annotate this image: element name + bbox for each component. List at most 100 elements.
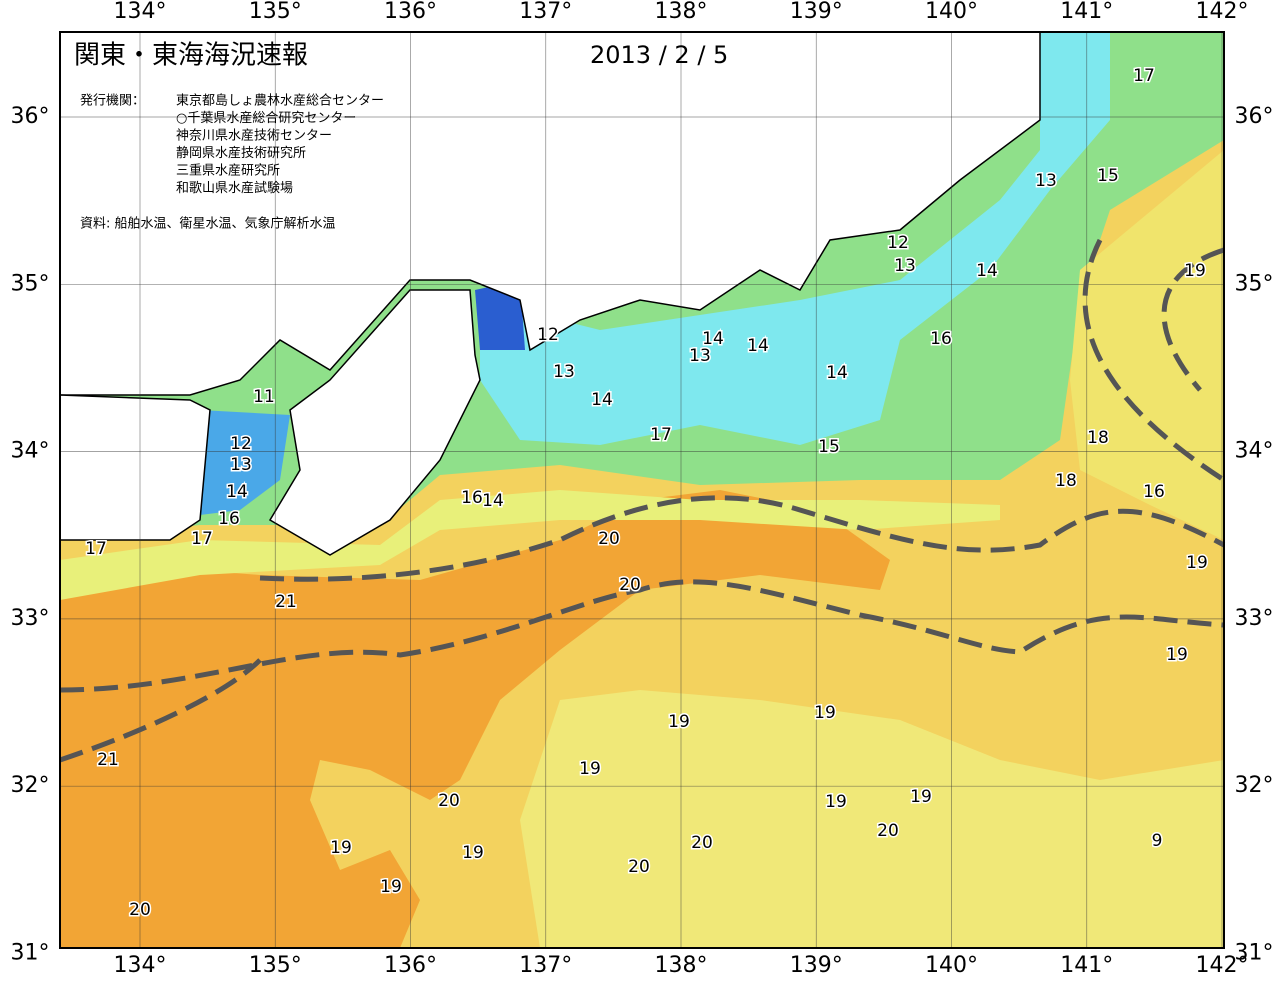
lon-label-bottom: 141°	[1060, 953, 1113, 978]
graticule	[60, 32, 1224, 948]
contour-label: 12	[887, 233, 909, 253]
agency: 静岡県水産技術研究所	[176, 145, 306, 161]
lat-label-left: 34°	[11, 439, 50, 464]
contour-label: 9	[1152, 831, 1163, 851]
zone-12-13	[200, 410, 290, 515]
contour-label: 11	[253, 387, 275, 407]
contour-label: 20	[129, 900, 151, 920]
data-source: 資料: 船舶水温、衛星水温、気象庁解析水温	[80, 216, 336, 232]
zone-20	[60, 490, 890, 948]
contour-label: 19	[579, 759, 601, 779]
lon-label-bottom: 139°	[790, 953, 843, 978]
contour-label: 14	[591, 390, 613, 410]
contour-label: 16	[930, 329, 952, 349]
agency: 和歌山県水産試験場	[176, 180, 293, 196]
contour-label: 19	[668, 712, 690, 732]
map-date: 2013 / 2 / 5	[590, 41, 728, 69]
contour-label: 15	[818, 437, 840, 457]
contour-label: 14	[747, 336, 769, 356]
agency: 神奈川県水産技術センター	[176, 128, 332, 144]
contour-label: 14	[826, 363, 848, 383]
lon-label-bottom: 140°	[925, 953, 978, 978]
contour-label: 20	[438, 791, 460, 811]
map-frame	[59, 31, 1225, 949]
contour-label: 19	[330, 838, 352, 858]
contour-label: 19	[814, 703, 836, 723]
contour-label: 17	[85, 539, 107, 559]
land	[59, 31, 1041, 396]
contour-label: 14	[702, 329, 724, 349]
kuroshio-axis-south	[59, 579, 1225, 693]
lon-label-top: 138°	[655, 0, 708, 24]
land-kii	[59, 394, 211, 541]
lat-label-right: 33°	[1235, 606, 1274, 631]
lon-label-bottom: 142°	[1196, 953, 1249, 978]
contour-label: 19	[1186, 553, 1208, 573]
agency: 東京都島しょ農林水産総合センター	[176, 93, 384, 109]
contour-label: 16	[461, 488, 483, 508]
contour-label: 13	[894, 256, 916, 276]
contour-label: 12	[230, 434, 252, 454]
contour-label: 19	[1184, 261, 1206, 281]
lon-label-bottom: 136°	[384, 953, 437, 978]
lat-label-right: 35°	[1235, 271, 1274, 296]
lon-label-top: 139°	[790, 0, 843, 24]
contour-label: 16	[1143, 482, 1165, 502]
contour-label: 16	[218, 509, 240, 529]
agency: 三重県水産研究所	[176, 163, 280, 179]
contour-label: 21	[275, 592, 297, 612]
contour-label: 19	[462, 843, 484, 863]
contour-label: 21	[97, 750, 119, 770]
contour-label: 19	[1166, 645, 1188, 665]
contour-label: 14	[482, 491, 504, 511]
contour-label: 13	[230, 455, 252, 475]
lon-label-top: 135°	[249, 0, 302, 24]
kuroshio-axis-north	[59, 238, 1226, 763]
lon-label-top: 136°	[384, 0, 437, 24]
lat-label-left: 36°	[11, 104, 50, 129]
lat-label-left: 35°	[11, 271, 50, 296]
contour-label: 14	[226, 482, 248, 502]
agency: ○千葉県水産総合研究センター	[176, 110, 356, 126]
agency-list: 東京都島しょ農林水産総合センター○千葉県水産総合研究センター神奈川県水産技術セン…	[176, 93, 384, 197]
contour-label: 13	[1035, 171, 1057, 191]
publisher-label: 発行機関：	[80, 94, 145, 109]
contour-label: 19	[910, 787, 932, 807]
contour-label: 20	[619, 575, 641, 595]
contour-label: 18	[1087, 428, 1109, 448]
map-title: 関東・東海海況速報	[74, 41, 308, 71]
contour-label: 17	[650, 425, 672, 445]
lon-label-top: 137°	[519, 0, 572, 24]
contour-label: 15	[1097, 166, 1119, 186]
zone-light	[520, 690, 1224, 948]
lon-label-top: 141°	[1060, 0, 1113, 24]
contour-label: 20	[877, 821, 899, 841]
lat-label-right: 36°	[1235, 104, 1274, 129]
lat-label-left: 31°	[11, 941, 50, 966]
lon-label-top: 140°	[925, 0, 978, 24]
zone-14-15	[480, 32, 1110, 445]
lat-label-right: 34°	[1235, 439, 1274, 464]
contour-label: 17	[1133, 66, 1155, 86]
lat-label-left: 33°	[11, 606, 50, 631]
zone-band	[60, 490, 1000, 600]
lon-label-top: 134°	[114, 0, 167, 24]
contour-label: 20	[598, 529, 620, 549]
lat-label-left: 32°	[11, 773, 50, 798]
contour-label: 12	[537, 325, 559, 345]
zone-18	[1070, 150, 1224, 540]
contour-label: 19	[380, 877, 402, 897]
lat-label-right: 32°	[1235, 773, 1274, 798]
contour-label: 17	[191, 529, 213, 549]
lon-label-bottom: 134°	[114, 953, 167, 978]
lon-label-bottom: 135°	[249, 953, 302, 978]
contour-label: 14	[976, 261, 998, 281]
lon-label-top: 142°	[1196, 0, 1249, 24]
lat-label-right: 31°	[1235, 941, 1274, 966]
contour-label: 13	[689, 346, 711, 366]
contour-label: 20	[628, 857, 650, 877]
contour-label: 13	[553, 362, 575, 382]
lon-label-bottom: 138°	[655, 953, 708, 978]
contour-label: 19	[825, 792, 847, 812]
